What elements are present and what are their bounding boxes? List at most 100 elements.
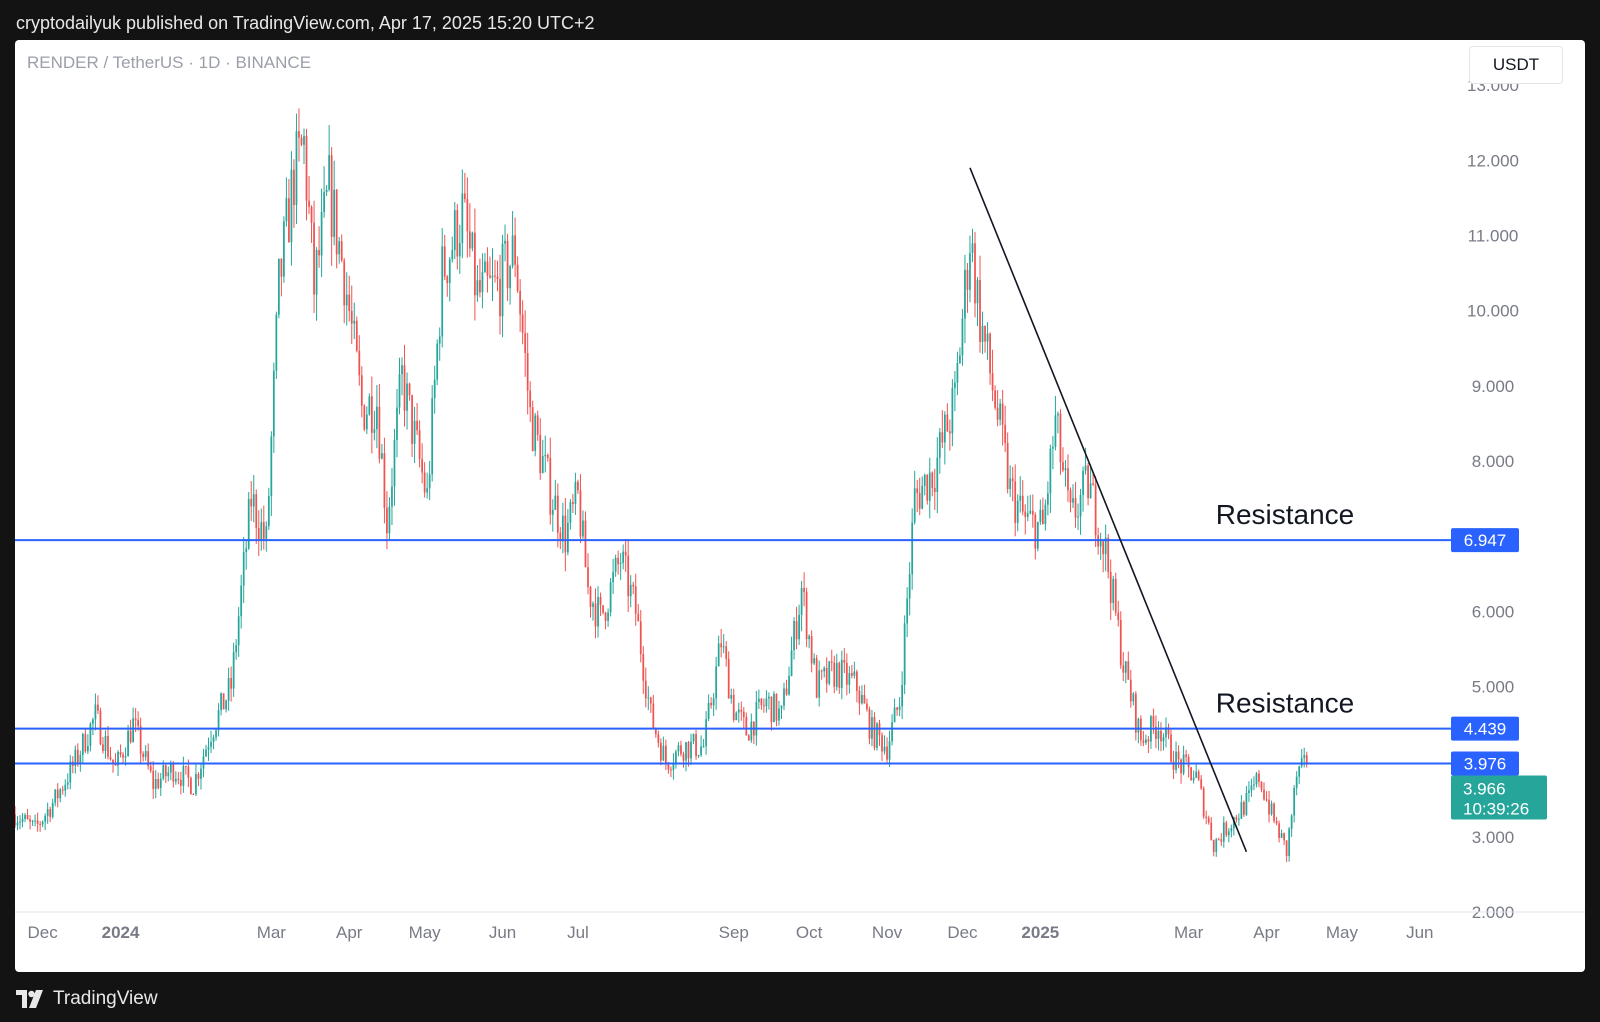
candle-body: [1132, 693, 1135, 702]
candle-body: [134, 718, 137, 721]
candle-body: [813, 658, 816, 664]
candle-body: [313, 222, 315, 295]
y-tick-label: 10.000: [1467, 302, 1519, 321]
candle-body: [820, 670, 823, 672]
candle-body: [966, 269, 969, 290]
candle-body: [97, 704, 99, 711]
candle-body: [1273, 803, 1275, 821]
candle-body: [1175, 751, 1177, 770]
candle-body: [504, 240, 506, 244]
candle-body: [893, 707, 896, 723]
candle-body: [1237, 818, 1240, 820]
candle-body: [1029, 510, 1032, 514]
candle-body: [906, 598, 909, 624]
currency-selector[interactable]: USDT: [1469, 46, 1563, 84]
candle-body: [1248, 790, 1250, 793]
candle-body: [471, 232, 474, 249]
candle-body: [378, 406, 381, 459]
candle-body: [531, 407, 534, 451]
level-price-tag-2: [1451, 751, 1519, 776]
candle-body: [908, 574, 911, 599]
candle-body: [446, 276, 449, 283]
candle-body: [275, 314, 278, 371]
candle-body: [594, 603, 597, 627]
candle-body: [695, 734, 697, 757]
candle-body: [546, 454, 549, 458]
candle-body: [1250, 785, 1253, 791]
candle-body: [373, 429, 376, 433]
candle-body: [730, 695, 733, 699]
candle-body: [956, 363, 959, 383]
candle-body: [235, 645, 238, 653]
chart-panel[interactable]: Resistance Resistance 13.000 12.000 11.000 1…: [15, 40, 1585, 972]
candle-body: [901, 684, 903, 707]
candle-body: [1084, 465, 1087, 471]
candle-body: [644, 680, 647, 699]
candle-body: [139, 725, 142, 754]
candle-body: [1094, 484, 1097, 536]
candle-body: [169, 764, 172, 773]
candle-body: [360, 375, 363, 406]
candle-body: [964, 269, 966, 319]
candle-body: [476, 280, 479, 296]
candle-body: [604, 612, 607, 621]
candle-body: [1190, 767, 1193, 781]
candle-body: [735, 712, 738, 721]
candle-body: [1077, 516, 1079, 518]
candle-body: [1079, 494, 1082, 517]
candle-body: [1177, 751, 1180, 760]
candle-body: [1260, 781, 1263, 790]
candle-body: [803, 588, 805, 592]
candle-body: [672, 763, 675, 770]
candle-body: [986, 333, 989, 342]
y-tick-label: 9.000: [1472, 377, 1515, 396]
candle-body: [763, 705, 765, 707]
candle-body: [544, 454, 547, 457]
candle-body: [634, 586, 637, 614]
candle-body: [172, 764, 175, 782]
candle-body: [609, 582, 612, 613]
candle-body: [267, 495, 270, 527]
y-tick-label: 8.000: [1472, 452, 1515, 471]
candle-body: [484, 261, 486, 273]
candle-body: [92, 719, 94, 724]
candle-body: [164, 765, 167, 777]
candle-body: [722, 646, 725, 648]
candle-body: [56, 789, 59, 799]
candle-body: [577, 481, 579, 491]
candle-body: [903, 623, 906, 685]
candle-body: [1152, 716, 1155, 727]
candle-body: [989, 333, 991, 374]
candle-body: [702, 746, 705, 748]
candle-body: [358, 350, 361, 376]
candle-body: [891, 722, 893, 742]
y-tick-label: 3.000: [1472, 828, 1515, 847]
candle-body: [1225, 822, 1228, 836]
candle-body: [280, 258, 283, 277]
footer-brand[interactable]: TradingView: [16, 986, 158, 1012]
candle-body: [928, 472, 931, 501]
candle-body: [931, 472, 934, 488]
candle-body: [1245, 792, 1248, 815]
candle-body: [649, 697, 652, 704]
candle-body: [793, 621, 795, 651]
candle-body: [727, 658, 730, 699]
x-tick-label: Dec: [947, 923, 978, 942]
candle-body: [991, 373, 994, 391]
candle-body: [780, 705, 783, 709]
candle-body: [1222, 822, 1225, 842]
candle-body: [222, 693, 225, 710]
candle-body: [1157, 730, 1160, 739]
candle-body: [481, 272, 484, 293]
candle-body: [1142, 740, 1145, 743]
candle-body: [1112, 578, 1115, 603]
candle-body: [1024, 511, 1027, 517]
candle-body: [411, 395, 413, 444]
candle-body: [21, 818, 24, 822]
candle-body: [629, 584, 632, 597]
candle-body: [1172, 761, 1175, 770]
candle-body: [212, 737, 215, 742]
candle-body: [1069, 490, 1072, 503]
candle-body: [84, 733, 87, 752]
